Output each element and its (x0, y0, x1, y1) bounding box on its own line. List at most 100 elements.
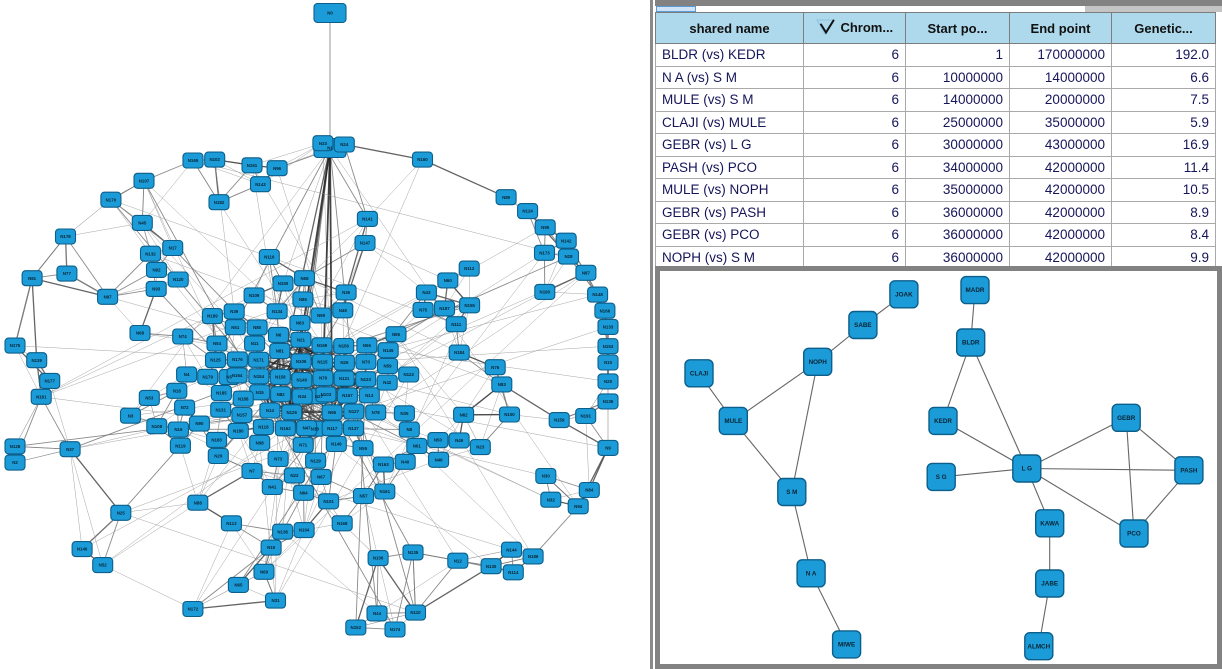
svg-text:N172: N172 (188, 607, 199, 612)
svg-text:N63: N63 (296, 321, 305, 326)
svg-text:N26: N26 (340, 360, 349, 365)
svg-text:N139: N139 (31, 358, 42, 363)
svg-text:N143: N143 (255, 182, 266, 187)
svg-text:N185: N185 (216, 391, 227, 396)
svg-text:N23: N23 (476, 445, 485, 450)
svg-text:N90: N90 (195, 421, 204, 426)
svg-text:MULE: MULE (724, 418, 742, 425)
svg-text:N36: N36 (342, 290, 351, 295)
svg-text:CLAJI: CLAJI (690, 370, 708, 377)
svg-text:N125: N125 (210, 358, 221, 363)
svg-text:N19: N19 (267, 545, 276, 550)
svg-text:N65: N65 (234, 583, 243, 588)
svg-text:N55: N55 (359, 446, 368, 451)
svg-text:N22: N22 (290, 473, 299, 478)
svg-text:ALMCH: ALMCH (1027, 643, 1050, 650)
svg-text:N121: N121 (339, 376, 350, 381)
svg-text:N66: N66 (328, 410, 337, 415)
svg-text:N130: N130 (486, 564, 497, 569)
svg-text:N58: N58 (300, 276, 309, 281)
svg-text:KEDR: KEDR (934, 418, 952, 425)
svg-text:N38: N38 (311, 426, 320, 431)
svg-text:N68: N68 (136, 331, 145, 336)
svg-text:N161: N161 (380, 489, 391, 494)
svg-text:N94: N94 (574, 504, 583, 509)
svg-text:N163: N163 (378, 462, 389, 467)
svg-text:N190: N190 (540, 290, 551, 295)
svg-text:N53: N53 (145, 396, 154, 401)
svg-text:N134: N134 (272, 309, 283, 314)
svg-text:N71: N71 (299, 442, 308, 447)
svg-text:N109: N109 (249, 293, 260, 298)
svg-text:N13: N13 (365, 393, 374, 398)
svg-text:N98: N98 (256, 440, 265, 445)
svg-text:N182: N182 (214, 200, 225, 205)
svg-text:N51: N51 (231, 325, 240, 330)
svg-text:N181: N181 (36, 394, 47, 399)
svg-text:N138: N138 (277, 529, 288, 534)
svg-text:KAWA: KAWA (1040, 520, 1059, 527)
svg-text:N44: N44 (373, 611, 382, 616)
svg-text:N155: N155 (464, 303, 475, 308)
svg-text:JABE: JABE (1041, 581, 1058, 588)
svg-text:N14: N14 (266, 408, 275, 413)
svg-text:N42: N42 (383, 380, 392, 385)
svg-text:N9: N9 (605, 446, 611, 451)
svg-text:SABE: SABE (854, 322, 872, 329)
svg-text:N54: N54 (213, 341, 222, 346)
svg-text:N102: N102 (209, 157, 220, 162)
svg-text:N162: N162 (280, 426, 291, 431)
svg-text:N75: N75 (419, 308, 428, 313)
svg-text:N4: N4 (184, 372, 190, 377)
svg-text:N170: N170 (106, 197, 117, 202)
svg-text:N149: N149 (331, 442, 342, 447)
svg-text:N79: N79 (319, 376, 328, 381)
svg-text:N160: N160 (417, 157, 428, 162)
svg-text:N2: N2 (12, 460, 18, 465)
svg-text:N117: N117 (327, 426, 338, 431)
svg-text:N168: N168 (337, 521, 348, 526)
svg-text:N A: N A (806, 570, 817, 577)
svg-text:GEBR: GEBR (1117, 415, 1136, 422)
svg-text:N80: N80 (253, 325, 262, 330)
svg-text:N141: N141 (362, 217, 373, 222)
svg-text:N70: N70 (362, 359, 371, 364)
svg-text:N89: N89 (502, 195, 511, 200)
svg-text:N69: N69 (260, 569, 269, 574)
svg-text:N18: N18 (173, 388, 182, 393)
svg-text:N180: N180 (233, 429, 244, 434)
svg-text:N46: N46 (435, 457, 444, 462)
svg-text:N128: N128 (10, 444, 21, 449)
svg-text:N16: N16 (174, 427, 183, 432)
svg-text:N112: N112 (464, 266, 475, 271)
svg-text:N83: N83 (498, 382, 507, 387)
svg-text:N76: N76 (491, 365, 500, 370)
svg-text:N184: N184 (454, 350, 465, 355)
svg-text:N28: N28 (564, 254, 573, 259)
svg-text:MADR: MADR (966, 287, 985, 294)
svg-text:N154: N154 (254, 374, 265, 379)
svg-text:N103: N103 (321, 392, 332, 397)
svg-text:N107: N107 (139, 178, 150, 183)
svg-text:N144: N144 (506, 547, 517, 552)
svg-text:N187: N187 (439, 306, 450, 311)
svg-text:N49: N49 (455, 438, 464, 443)
svg-text:N11: N11 (251, 341, 259, 346)
svg-text:N7: N7 (249, 469, 255, 474)
svg-text:JOAK: JOAK (895, 291, 913, 298)
svg-text:N106: N106 (373, 556, 384, 561)
svg-text:N183: N183 (211, 438, 222, 443)
svg-text:N142: N142 (561, 238, 572, 243)
svg-text:N176: N176 (232, 357, 243, 362)
svg-text:N110: N110 (410, 610, 421, 615)
svg-text:N99: N99 (317, 313, 326, 318)
svg-text:N37: N37 (66, 447, 75, 452)
svg-text:N12: N12 (454, 558, 463, 563)
svg-text:N157: N157 (237, 413, 248, 418)
svg-text:N52: N52 (99, 563, 108, 568)
svg-text:N171: N171 (253, 357, 264, 362)
svg-text:N164: N164 (232, 373, 243, 378)
svg-text:N31: N31 (271, 598, 280, 603)
svg-text:N191: N191 (580, 414, 591, 419)
svg-text:N165: N165 (188, 158, 199, 163)
